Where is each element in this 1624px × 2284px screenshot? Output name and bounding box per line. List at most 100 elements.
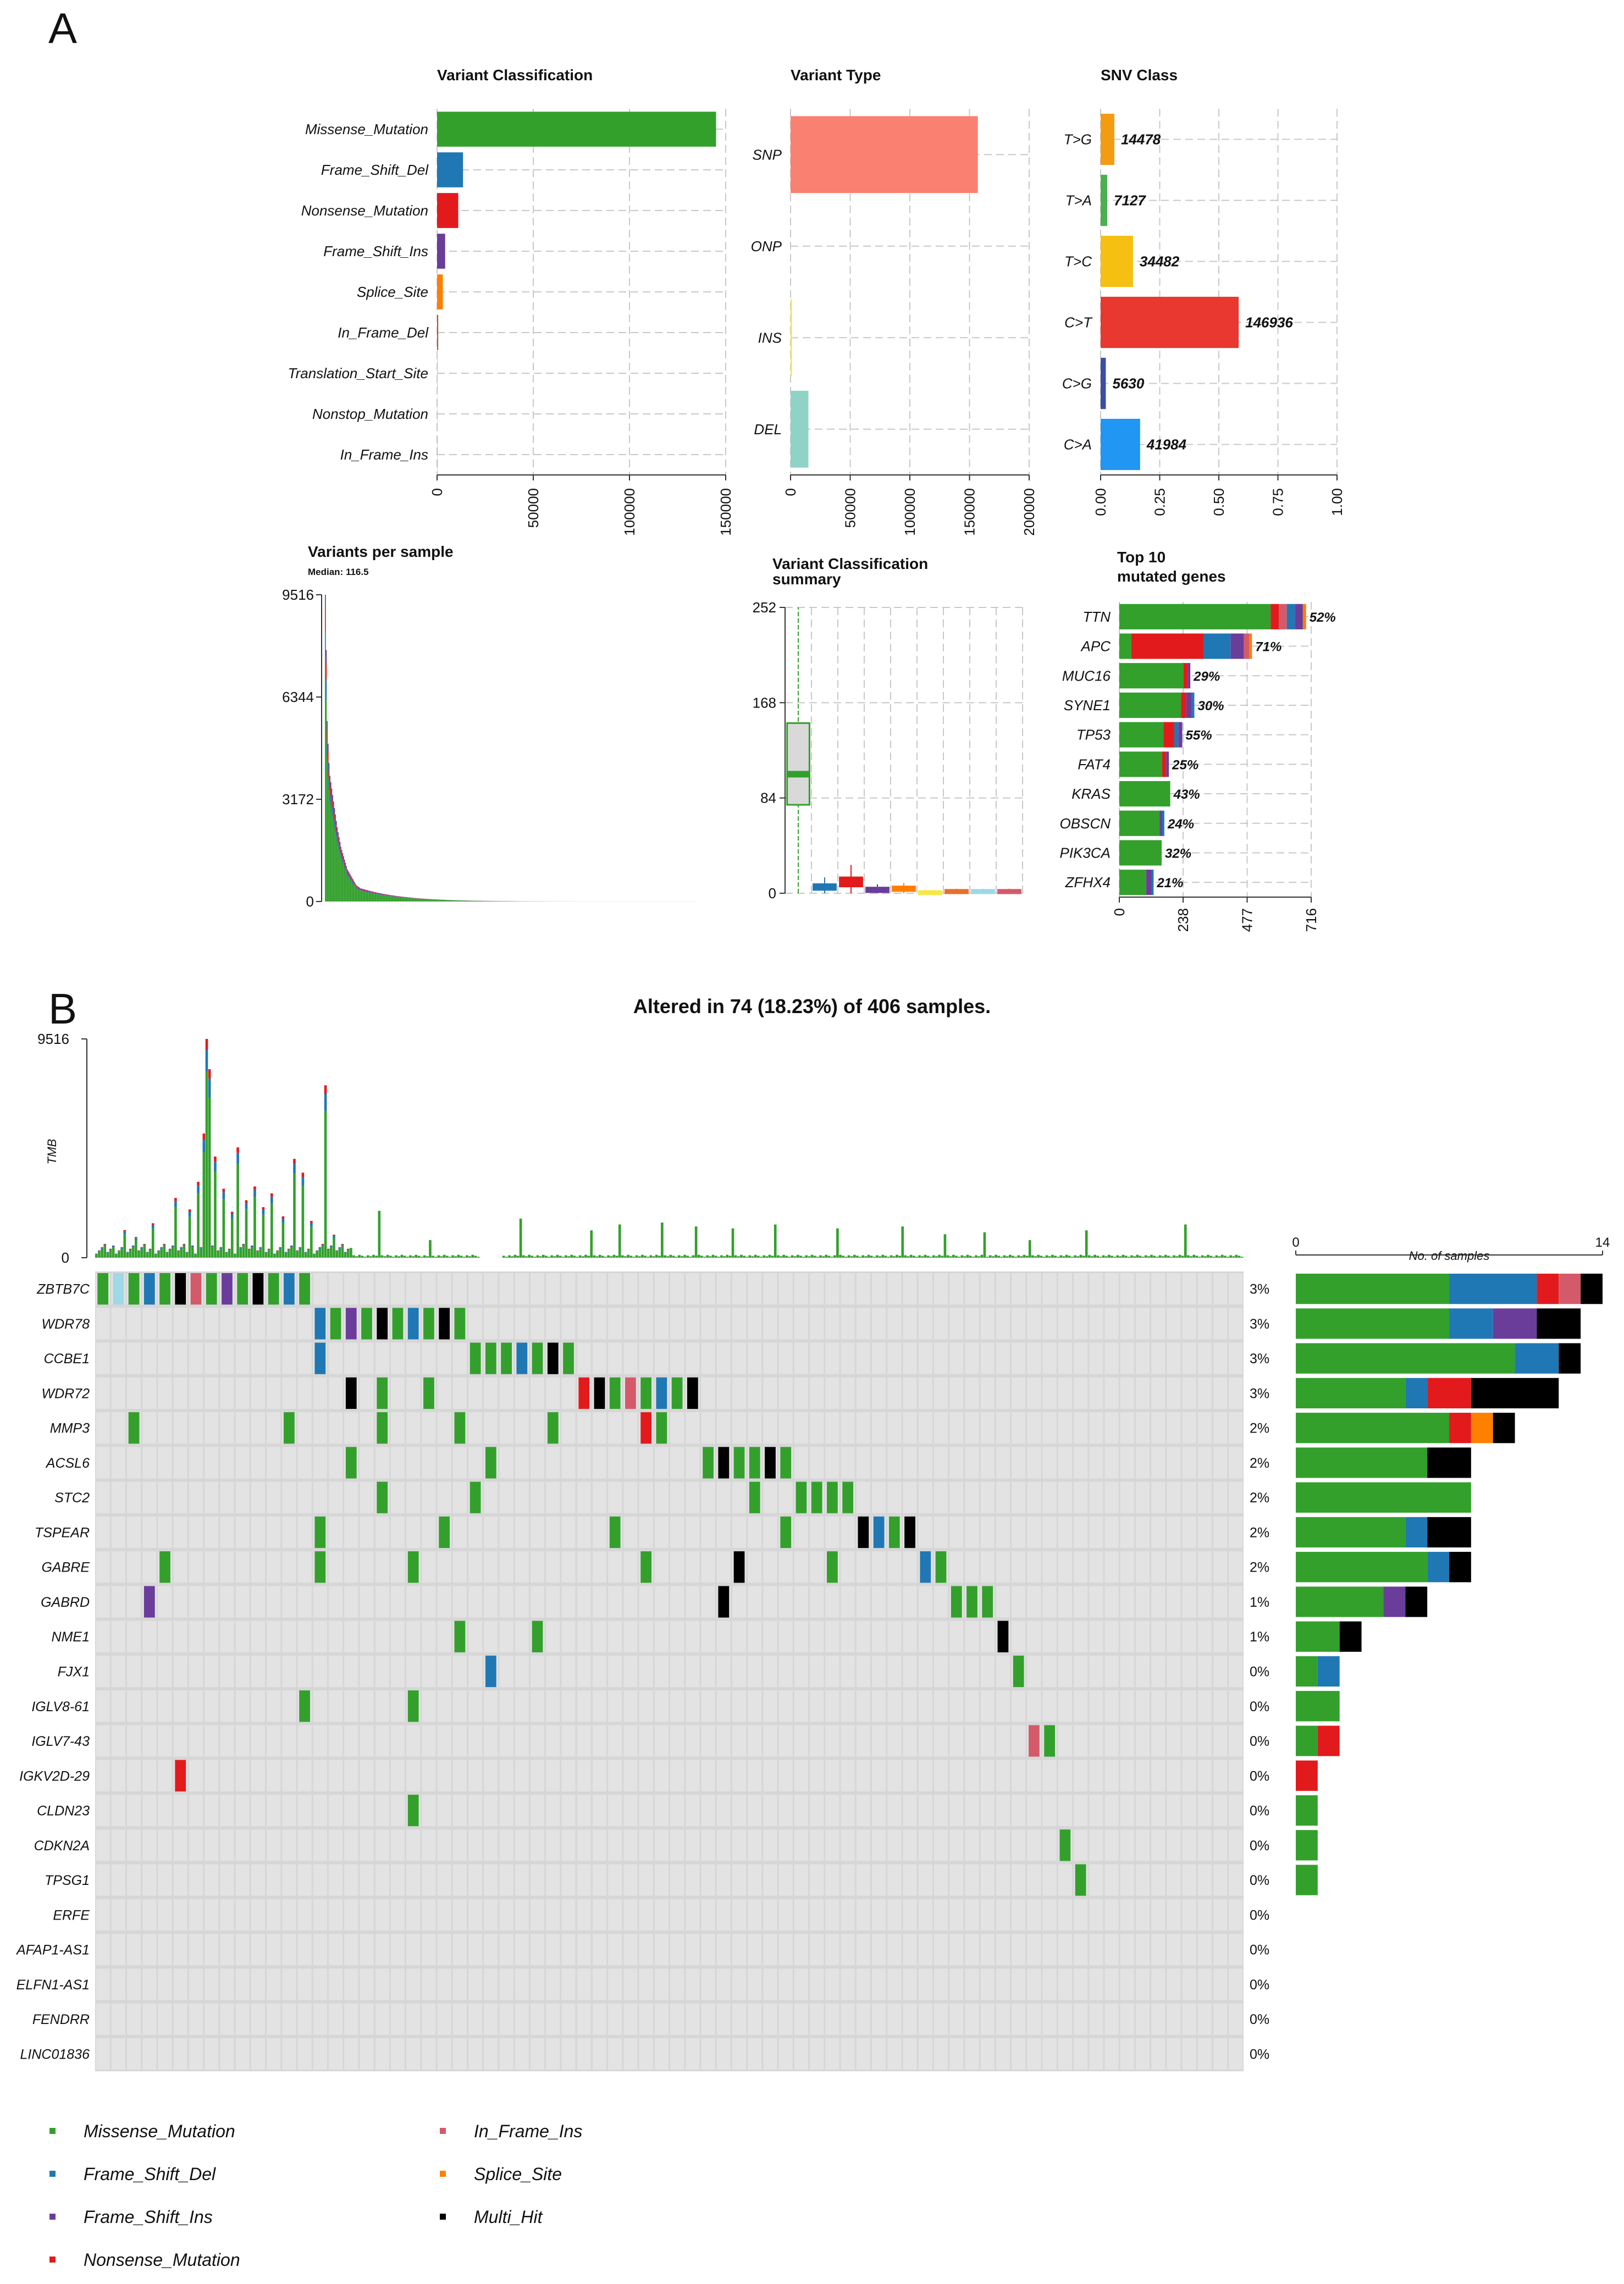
matrix-cell: [623, 1794, 638, 1827]
tmb-bar: [941, 1256, 944, 1258]
matrix-cell: [111, 1760, 125, 1791]
sample-bar: [382, 895, 384, 902]
matrix-cell: [748, 2003, 762, 2035]
matrix-cell: [1073, 1760, 1088, 1791]
matrix-cell: [422, 1829, 436, 1861]
matrix-cell: [856, 2038, 870, 2070]
matrix-cell: [1197, 1794, 1212, 1827]
tmb-bar: [1235, 1254, 1238, 1258]
sample-bar-segment: [1405, 1378, 1428, 1409]
matrix-cell: [1197, 1342, 1212, 1374]
matrix-cell: [437, 1586, 451, 1618]
sample-bar-segment: [1471, 1413, 1493, 1444]
panel-label-b: B: [48, 985, 77, 1033]
mutation-cell: [687, 1377, 698, 1409]
matrix-cell: [499, 1412, 513, 1444]
matrix-cell: [220, 1377, 234, 1409]
matrix-cell: [297, 1725, 312, 1757]
matrix-cell: [965, 1273, 979, 1305]
tmb-bar: [321, 1246, 324, 1258]
matrix-cell: [763, 1412, 777, 1444]
sample-bar: [346, 873, 347, 902]
matrix-cell: [918, 1516, 932, 1549]
sample-bar-segment: [1383, 1586, 1406, 1617]
gene-label: FJX1: [58, 1664, 90, 1680]
matrix-cell: [235, 1481, 250, 1513]
matrix-cell: [1089, 1412, 1103, 1444]
matrix-cell: [1197, 2038, 1212, 2070]
matrix-cell: [437, 1273, 451, 1305]
matrix-cell: [623, 1586, 638, 1618]
tick-label: 716: [1303, 908, 1319, 932]
sample-bar: [342, 853, 344, 856]
gene-label: CDKN2A: [34, 1838, 90, 1854]
matrix-cell: [825, 1794, 839, 1827]
tmb-bar: [904, 1255, 907, 1258]
matrix-cell: [949, 1516, 964, 1549]
matrix-cell: [375, 2038, 389, 2070]
bar-segment: [1119, 692, 1181, 718]
sample-bar: [398, 897, 399, 898]
tmb-bar: [180, 1247, 183, 1248]
matrix-cell: [654, 1933, 669, 1966]
tmb-bar: [1136, 1254, 1139, 1258]
matrix-cell: [778, 1968, 793, 2000]
matrix-cell: [825, 1342, 839, 1374]
tmb-bar: [1130, 1255, 1133, 1258]
sample-bar: [393, 896, 394, 897]
matrix-cell: [670, 2003, 684, 2035]
matrix-cell: [871, 1308, 886, 1340]
axis-label: TMB: [45, 1139, 59, 1164]
matrix-cell: [763, 1968, 777, 2000]
matrix-cell: [623, 1968, 638, 2000]
sample-bar: [325, 595, 326, 610]
tmb-bar: [270, 1193, 273, 1197]
tmb-bar: [578, 1255, 582, 1258]
matrix-cell: [422, 1725, 436, 1757]
sample-bar: [455, 900, 456, 902]
matrix-cell: [142, 1829, 157, 1861]
matrix-cell: [484, 1308, 498, 1340]
matrix-cell: [1229, 2003, 1243, 2035]
sample-bar: [362, 890, 363, 892]
matrix-cell: [670, 1968, 684, 2000]
matrix-cell: [1167, 1481, 1181, 1513]
tmb-bar: [952, 1254, 955, 1258]
category-label: INS: [758, 329, 782, 346]
matrix-cell: [716, 1968, 731, 2000]
matrix-cell: [251, 1342, 266, 1374]
matrix-cell: [142, 2003, 157, 2035]
mutation-cell: [485, 1342, 496, 1374]
matrix-cell: [1151, 1308, 1165, 1340]
tmb-bar: [728, 1256, 732, 1258]
tmb-bar: [587, 1256, 590, 1258]
matrix-cell: [406, 1621, 421, 1652]
tmb-bar: [477, 1257, 480, 1258]
sample-bar: [349, 874, 351, 876]
matrix-cell: [205, 1829, 219, 1861]
sample-bar: [357, 886, 358, 887]
matrix-cell: [748, 1516, 762, 1549]
tmb-bar: [624, 1256, 627, 1258]
matrix-cell: [313, 2038, 327, 2070]
sample-bar: [391, 896, 393, 897]
tmb-bar: [969, 1256, 972, 1258]
matrix-cell: [282, 1690, 296, 1722]
matrix-cell: [763, 1899, 777, 1931]
tmb-bar: [284, 1252, 288, 1253]
sample-bar: [418, 899, 419, 902]
matrix-cell: [841, 1760, 855, 1791]
tmb-bar: [872, 1257, 876, 1258]
matrix-cell: [468, 1516, 483, 1549]
matrix-cell: [530, 1447, 545, 1479]
matrix-cell: [933, 1481, 948, 1513]
matrix-cell: [686, 1586, 700, 1618]
tmb-bar: [1184, 1224, 1187, 1258]
matrix-cell: [949, 1551, 964, 1583]
mutation-cell: [966, 1586, 977, 1618]
matrix-cell: [96, 1864, 110, 1896]
tmb-bar: [219, 1248, 223, 1258]
sample-bar: [503, 901, 504, 902]
percent-label: 30%: [1197, 699, 1224, 714]
matrix-cell: [592, 1586, 607, 1618]
